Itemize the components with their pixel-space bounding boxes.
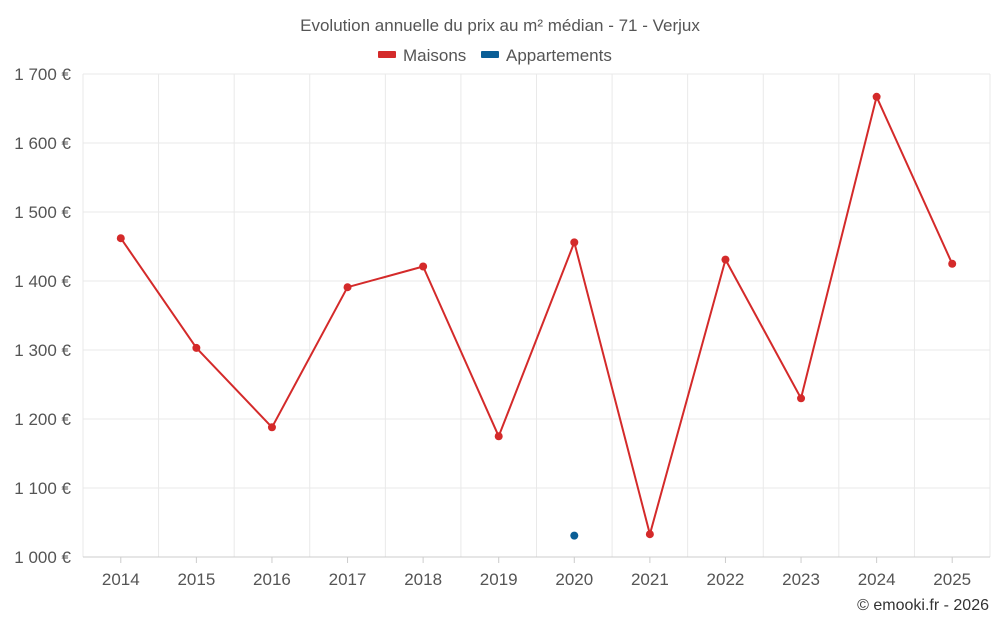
data-point-maisons[interactable] (494, 432, 503, 441)
chart-title: Evolution annuelle du prix au m² médian … (300, 16, 700, 35)
y-tick-label: 1 600 € (14, 134, 71, 153)
x-tick-label: 2021 (631, 570, 669, 589)
legend-label-appartements: Appartements (506, 46, 612, 65)
series-appartements (570, 531, 579, 540)
x-tick-label: 2017 (329, 570, 367, 589)
data-point-maisons[interactable] (645, 530, 654, 539)
legend-item-maisons[interactable]: Maisons (378, 46, 466, 65)
series-line-maisons (119, 95, 954, 536)
data-point-appartements[interactable] (570, 531, 579, 540)
y-tick-label: 1 500 € (14, 203, 71, 222)
x-tick-label: 2015 (177, 570, 215, 589)
y-tick-label: 1 700 € (14, 65, 71, 84)
x-tick-label: 2024 (858, 570, 896, 589)
y-tick-label: 1 400 € (14, 272, 71, 291)
legend: Maisons Appartements (378, 46, 612, 65)
x-tick-label: 2019 (480, 570, 518, 589)
x-tick-label: 2014 (102, 570, 140, 589)
y-tick-label: 1 100 € (14, 479, 71, 498)
data-point-maisons[interactable] (872, 92, 881, 101)
data-point-maisons[interactable] (721, 255, 730, 264)
data-point-maisons[interactable] (948, 259, 957, 268)
data-point-maisons[interactable] (267, 423, 276, 432)
credit-text: © emooki.fr - 2026 (857, 597, 989, 614)
x-tick-label: 2018 (404, 570, 442, 589)
data-point-maisons[interactable] (797, 394, 806, 403)
grid (82, 73, 991, 557)
x-tick-label: 2025 (933, 570, 971, 589)
y-tick-label: 1 000 € (14, 548, 71, 567)
series-maisons (116, 92, 957, 539)
legend-item-appartements[interactable]: Appartements (481, 46, 612, 65)
legend-swatch-maisons (378, 51, 396, 58)
axes: 1 000 € 1 100 € 1 200 € 1 300 € 1 400 € 1 500… (14, 65, 990, 589)
x-tick-label: 2020 (555, 570, 593, 589)
data-point-maisons[interactable] (192, 343, 201, 352)
x-tick-label: 2022 (707, 570, 745, 589)
y-tick-label: 1 300 € (14, 341, 71, 360)
data-point-maisons[interactable] (419, 262, 428, 271)
data-point-maisons[interactable] (570, 238, 579, 247)
x-tick-label: 2023 (782, 570, 820, 589)
legend-label-maisons: Maisons (403, 46, 466, 65)
series (116, 92, 957, 540)
data-point-maisons[interactable] (343, 283, 352, 292)
x-tick-label: 2016 (253, 570, 291, 589)
y-tick-label: 1 200 € (14, 410, 71, 429)
data-point-maisons[interactable] (116, 234, 125, 243)
legend-swatch-appartements (481, 51, 499, 58)
